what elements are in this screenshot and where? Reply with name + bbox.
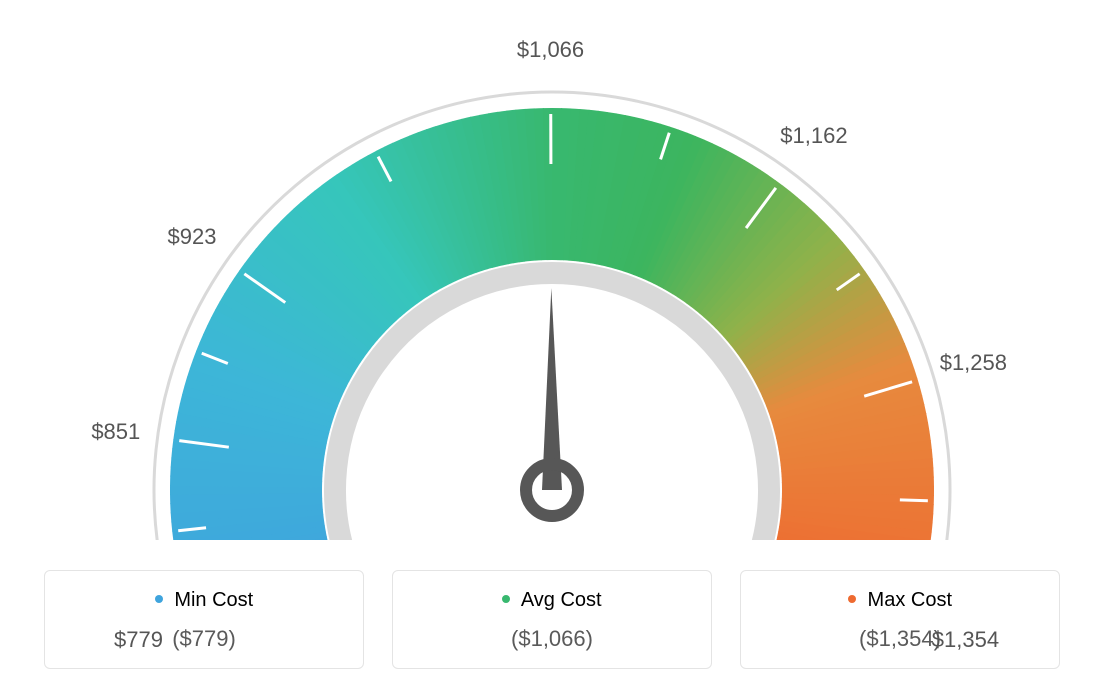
gauge-tick-label: $1,162 bbox=[780, 123, 847, 149]
legend-title-max: Max Cost bbox=[741, 589, 1059, 612]
gauge-tick-label: $1,354 bbox=[932, 627, 999, 653]
dot-icon bbox=[502, 595, 510, 603]
legend-title-max-text: Max Cost bbox=[868, 589, 952, 611]
legend-card-max: Max Cost ($1,354) bbox=[740, 570, 1060, 669]
legend-value-avg: ($1,066) bbox=[393, 626, 711, 652]
dot-icon bbox=[848, 595, 856, 603]
legend-title-avg: Avg Cost bbox=[393, 589, 711, 612]
gauge-tick-label: $1,258 bbox=[940, 350, 1007, 376]
legend-row: Min Cost ($779) Avg Cost ($1,066) Max Co… bbox=[20, 570, 1084, 669]
gauge-chart: $779$851$923$1,066$1,162$1,258$1,354 bbox=[20, 20, 1084, 540]
legend-title-min-text: Min Cost bbox=[174, 589, 253, 611]
gauge-tick-label: $851 bbox=[91, 419, 140, 445]
gauge-tick-label: $1,066 bbox=[517, 37, 584, 63]
legend-title-min: Min Cost bbox=[45, 589, 363, 612]
legend-card-avg: Avg Cost ($1,066) bbox=[392, 570, 712, 669]
legend-card-min: Min Cost ($779) bbox=[44, 570, 364, 669]
legend-title-avg-text: Avg Cost bbox=[521, 589, 602, 611]
gauge-tick-label: $923 bbox=[168, 224, 217, 250]
legend-value-min: ($779) bbox=[45, 626, 363, 652]
legend-value-max: ($1,354) bbox=[741, 626, 1059, 652]
gauge-svg bbox=[20, 20, 1084, 540]
gauge-tick-label: $779 bbox=[114, 627, 163, 653]
dot-icon bbox=[155, 595, 163, 603]
